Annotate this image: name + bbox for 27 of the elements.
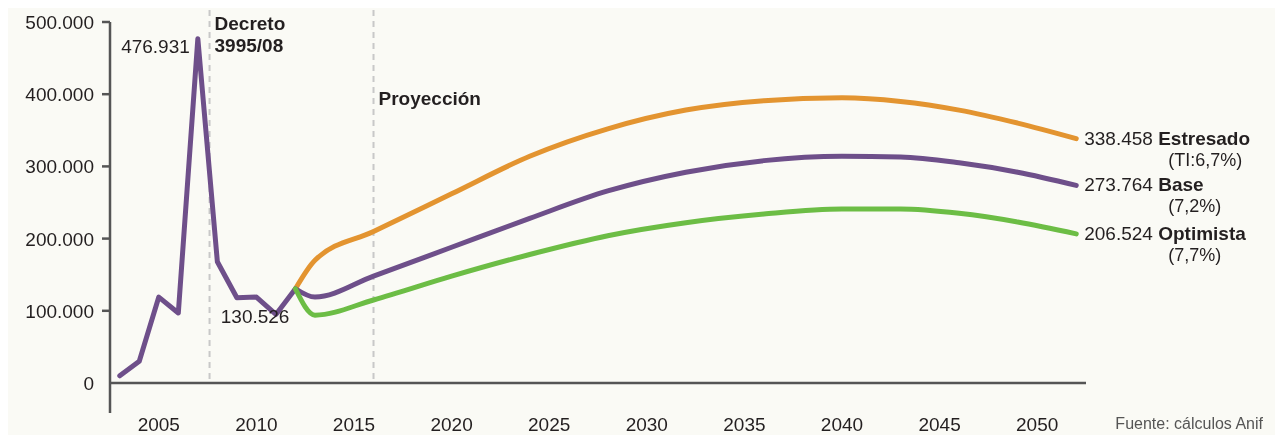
text: Base (7,2%) bbox=[1152, 174, 1222, 217]
x-tick-label: 2005 bbox=[137, 414, 180, 435]
text: Estresado (TI:6,7%) bbox=[1152, 127, 1251, 170]
y-tick-label: 200.000 bbox=[25, 228, 94, 250]
y-tick-label: 500.000 bbox=[25, 12, 94, 33]
y-tick-label: 100.000 bbox=[25, 300, 94, 322]
x-tick-label: 2045 bbox=[918, 414, 961, 435]
data-label: 273.764 bbox=[1084, 174, 1154, 196]
x-tick-label: 2035 bbox=[723, 414, 766, 435]
x-tick-label: 2030 bbox=[625, 414, 668, 435]
data-label: 476.931 bbox=[121, 35, 190, 57]
y-tick-label: 400.000 bbox=[25, 84, 94, 106]
x-tick-label: 2040 bbox=[820, 414, 864, 435]
x-tick-label: 2015 bbox=[332, 414, 376, 435]
data-label: 206.524 bbox=[1084, 222, 1154, 244]
data-label: 338.458 bbox=[1084, 127, 1153, 149]
source-note: Fuente: cálculos Anif bbox=[1115, 415, 1264, 432]
x-tick-label: 2025 bbox=[528, 414, 571, 435]
x-tick-label: 2020 bbox=[430, 414, 473, 435]
x-tick-label: 2050 bbox=[1016, 414, 1059, 435]
x-tick-label: 2010 bbox=[235, 414, 278, 435]
y-tick-label: 0 bbox=[83, 373, 94, 394]
y-tick-label: 300.000 bbox=[25, 156, 94, 178]
data-label: 130.526 bbox=[220, 305, 290, 327]
ref-line-label: Proyección bbox=[378, 88, 481, 109]
ref-line-label: Decreto 3995/08 bbox=[214, 13, 286, 56]
text: Optimista (7,7%) bbox=[1152, 222, 1247, 265]
